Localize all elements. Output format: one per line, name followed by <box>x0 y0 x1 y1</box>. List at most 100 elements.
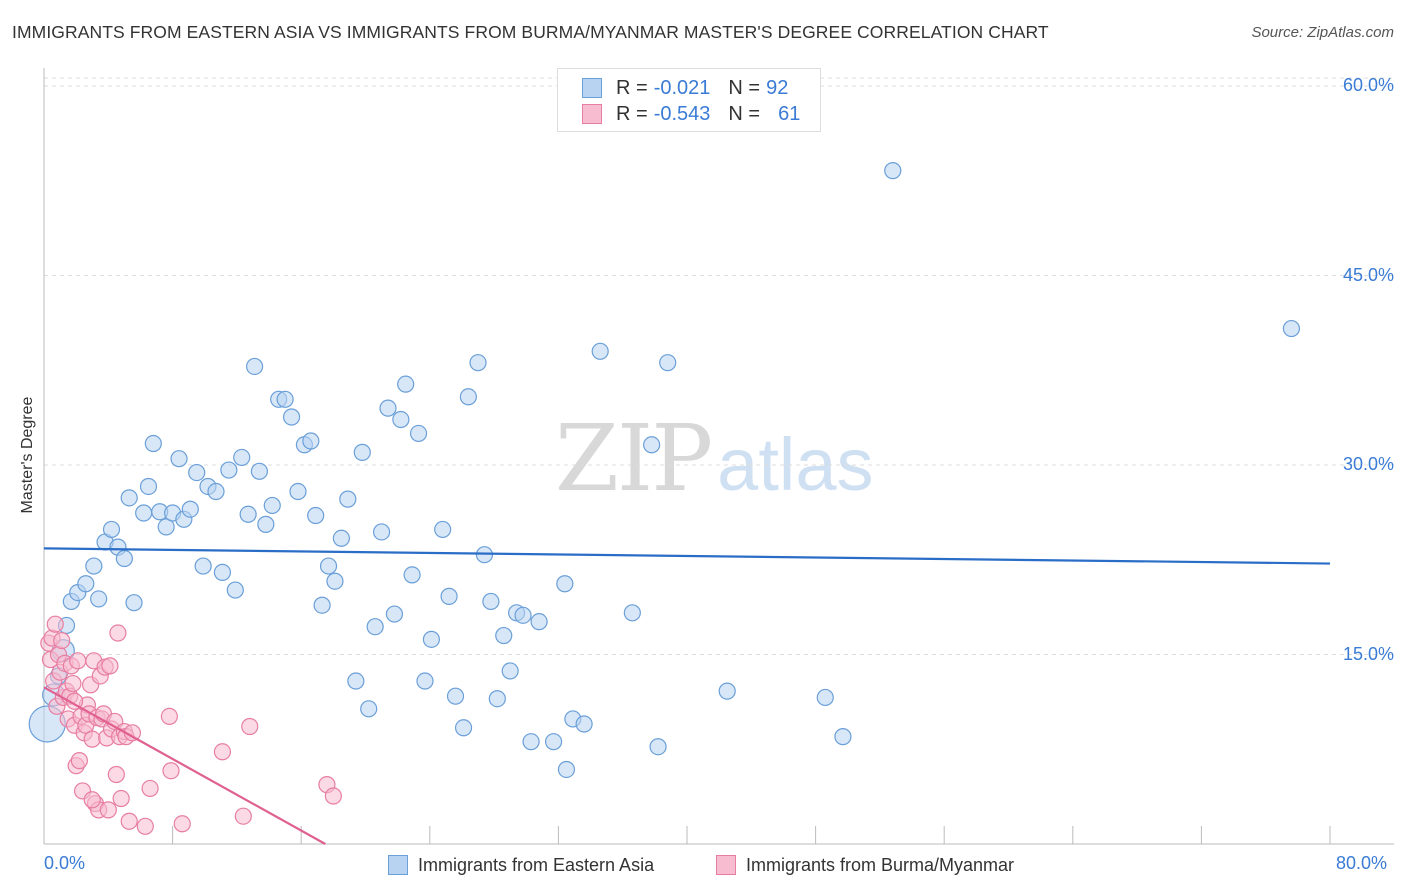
point-burma <box>99 801 117 819</box>
point-eastern-asia <box>623 604 641 622</box>
point-eastern-asia <box>115 549 133 568</box>
point-eastern-asia <box>403 566 421 584</box>
point-burma <box>107 765 125 784</box>
point-eastern-asia <box>245 357 264 376</box>
point-burma <box>213 743 232 761</box>
legend-r-label: R = <box>616 76 648 99</box>
point-eastern-asia <box>125 594 143 612</box>
point-eastern-asia <box>319 557 338 575</box>
point-eastern-asia <box>170 450 188 468</box>
point-eastern-asia <box>482 592 500 611</box>
point-burma <box>69 652 87 670</box>
point-eastern-asia <box>257 515 275 533</box>
point-eastern-asia <box>1282 319 1301 338</box>
bottom-legend-eastern-asia: Immigrants from Eastern Asia <box>388 852 654 878</box>
point-eastern-asia <box>434 520 452 539</box>
point-eastern-asia <box>226 581 244 599</box>
point-eastern-asia <box>522 733 540 751</box>
point-eastern-asia <box>250 462 269 480</box>
point-burma <box>83 730 101 748</box>
point-eastern-asia <box>591 342 609 360</box>
point-eastern-asia <box>120 489 138 507</box>
y-tick-label: 45.0% <box>1342 264 1394 285</box>
point-eastern-asia <box>360 700 378 718</box>
point-burma <box>70 752 88 770</box>
point-eastern-asia <box>643 436 661 454</box>
point-burma <box>234 807 252 825</box>
point-burma <box>173 815 191 833</box>
point-eastern-asia <box>313 596 331 614</box>
point-eastern-asia <box>392 410 410 429</box>
y-tick-label: 30.0% <box>1342 454 1394 474</box>
point-burma <box>109 624 127 642</box>
point-eastern-asia <box>220 461 238 479</box>
point-eastern-asia <box>514 606 532 624</box>
point-eastern-asia <box>544 733 563 751</box>
point-eastern-asia <box>102 520 121 539</box>
source-credit: Source: ZipAtlas.com <box>1251 24 1394 41</box>
point-eastern-asia <box>469 354 487 372</box>
legend-swatch-pink <box>582 104 602 124</box>
correlation-legend: R = -0.021 N = 92 R = -0.543 N = 61 <box>557 68 821 132</box>
point-eastern-asia <box>339 490 357 508</box>
point-eastern-asia <box>446 687 465 705</box>
point-eastern-asia <box>135 504 153 522</box>
legend-row-burma: R = -0.543 N = 61 <box>582 102 800 126</box>
legend-r-value: -0.021 <box>653 76 711 99</box>
point-eastern-asia <box>326 572 344 590</box>
point-burma <box>64 674 82 693</box>
y-tick-label: 15.0% <box>1342 643 1394 664</box>
point-eastern-asia <box>884 162 902 180</box>
point-eastern-asia <box>372 523 391 541</box>
point-eastern-asia <box>347 672 365 690</box>
point-eastern-asia <box>440 587 458 605</box>
point-eastern-asia <box>263 496 281 515</box>
legend-swatch-blue <box>582 78 602 98</box>
point-eastern-asia <box>181 500 199 518</box>
y-axis-label: Master's Degree <box>19 396 36 514</box>
point-burma <box>101 657 119 675</box>
point-eastern-asia <box>353 443 371 461</box>
point-eastern-asia <box>416 672 434 690</box>
point-eastern-asia <box>649 738 667 756</box>
point-eastern-asia <box>144 434 162 453</box>
point-burma <box>324 787 342 805</box>
point-burma <box>241 717 259 736</box>
point-eastern-asia <box>282 408 301 426</box>
y-tick-label: 60.0% <box>1342 75 1394 95</box>
point-eastern-asia <box>816 688 834 707</box>
point-eastern-asia <box>718 682 736 700</box>
point-eastern-asia <box>77 575 95 593</box>
point-eastern-asia <box>157 518 175 536</box>
point-eastern-asia <box>90 590 108 608</box>
x-tick-label-max: 80.0% <box>1336 853 1388 873</box>
point-eastern-asia <box>332 529 350 547</box>
point-eastern-asia <box>213 563 232 581</box>
point-burma <box>120 812 138 830</box>
point-eastern-asia <box>289 482 307 501</box>
point-eastern-asia <box>454 719 473 737</box>
point-eastern-asia <box>501 662 519 680</box>
point-eastern-asia <box>188 463 206 482</box>
bottom-legend-burma: Immigrants from Burma/Myanmar <box>716 852 1014 878</box>
legend-r-label: R = <box>616 102 648 125</box>
point-burma <box>83 791 101 809</box>
legend-n-value: 92 <box>766 76 789 99</box>
point-eastern-asia <box>366 618 384 636</box>
point-eastern-asia <box>194 557 212 575</box>
point-eastern-asia <box>85 557 103 575</box>
trendline-eastern-asia <box>43 547 1331 565</box>
legend-r-value: -0.543 <box>653 102 711 125</box>
point-burma <box>160 707 178 726</box>
point-eastern-asia <box>422 630 441 648</box>
point-burma <box>141 779 159 798</box>
point-eastern-asia <box>233 448 251 467</box>
watermark-zip: ZIP <box>555 405 713 512</box>
point-eastern-asia <box>207 482 225 501</box>
bottom-legend-label-blue: Immigrants from Eastern Asia <box>418 854 655 875</box>
point-eastern-asia <box>307 506 325 525</box>
bottom-legend-swatch-blue <box>388 855 408 875</box>
chart-title: IMMIGRANTS FROM EASTERN ASIA VS IMMIGRAN… <box>12 22 1049 42</box>
point-eastern-asia <box>302 432 320 450</box>
